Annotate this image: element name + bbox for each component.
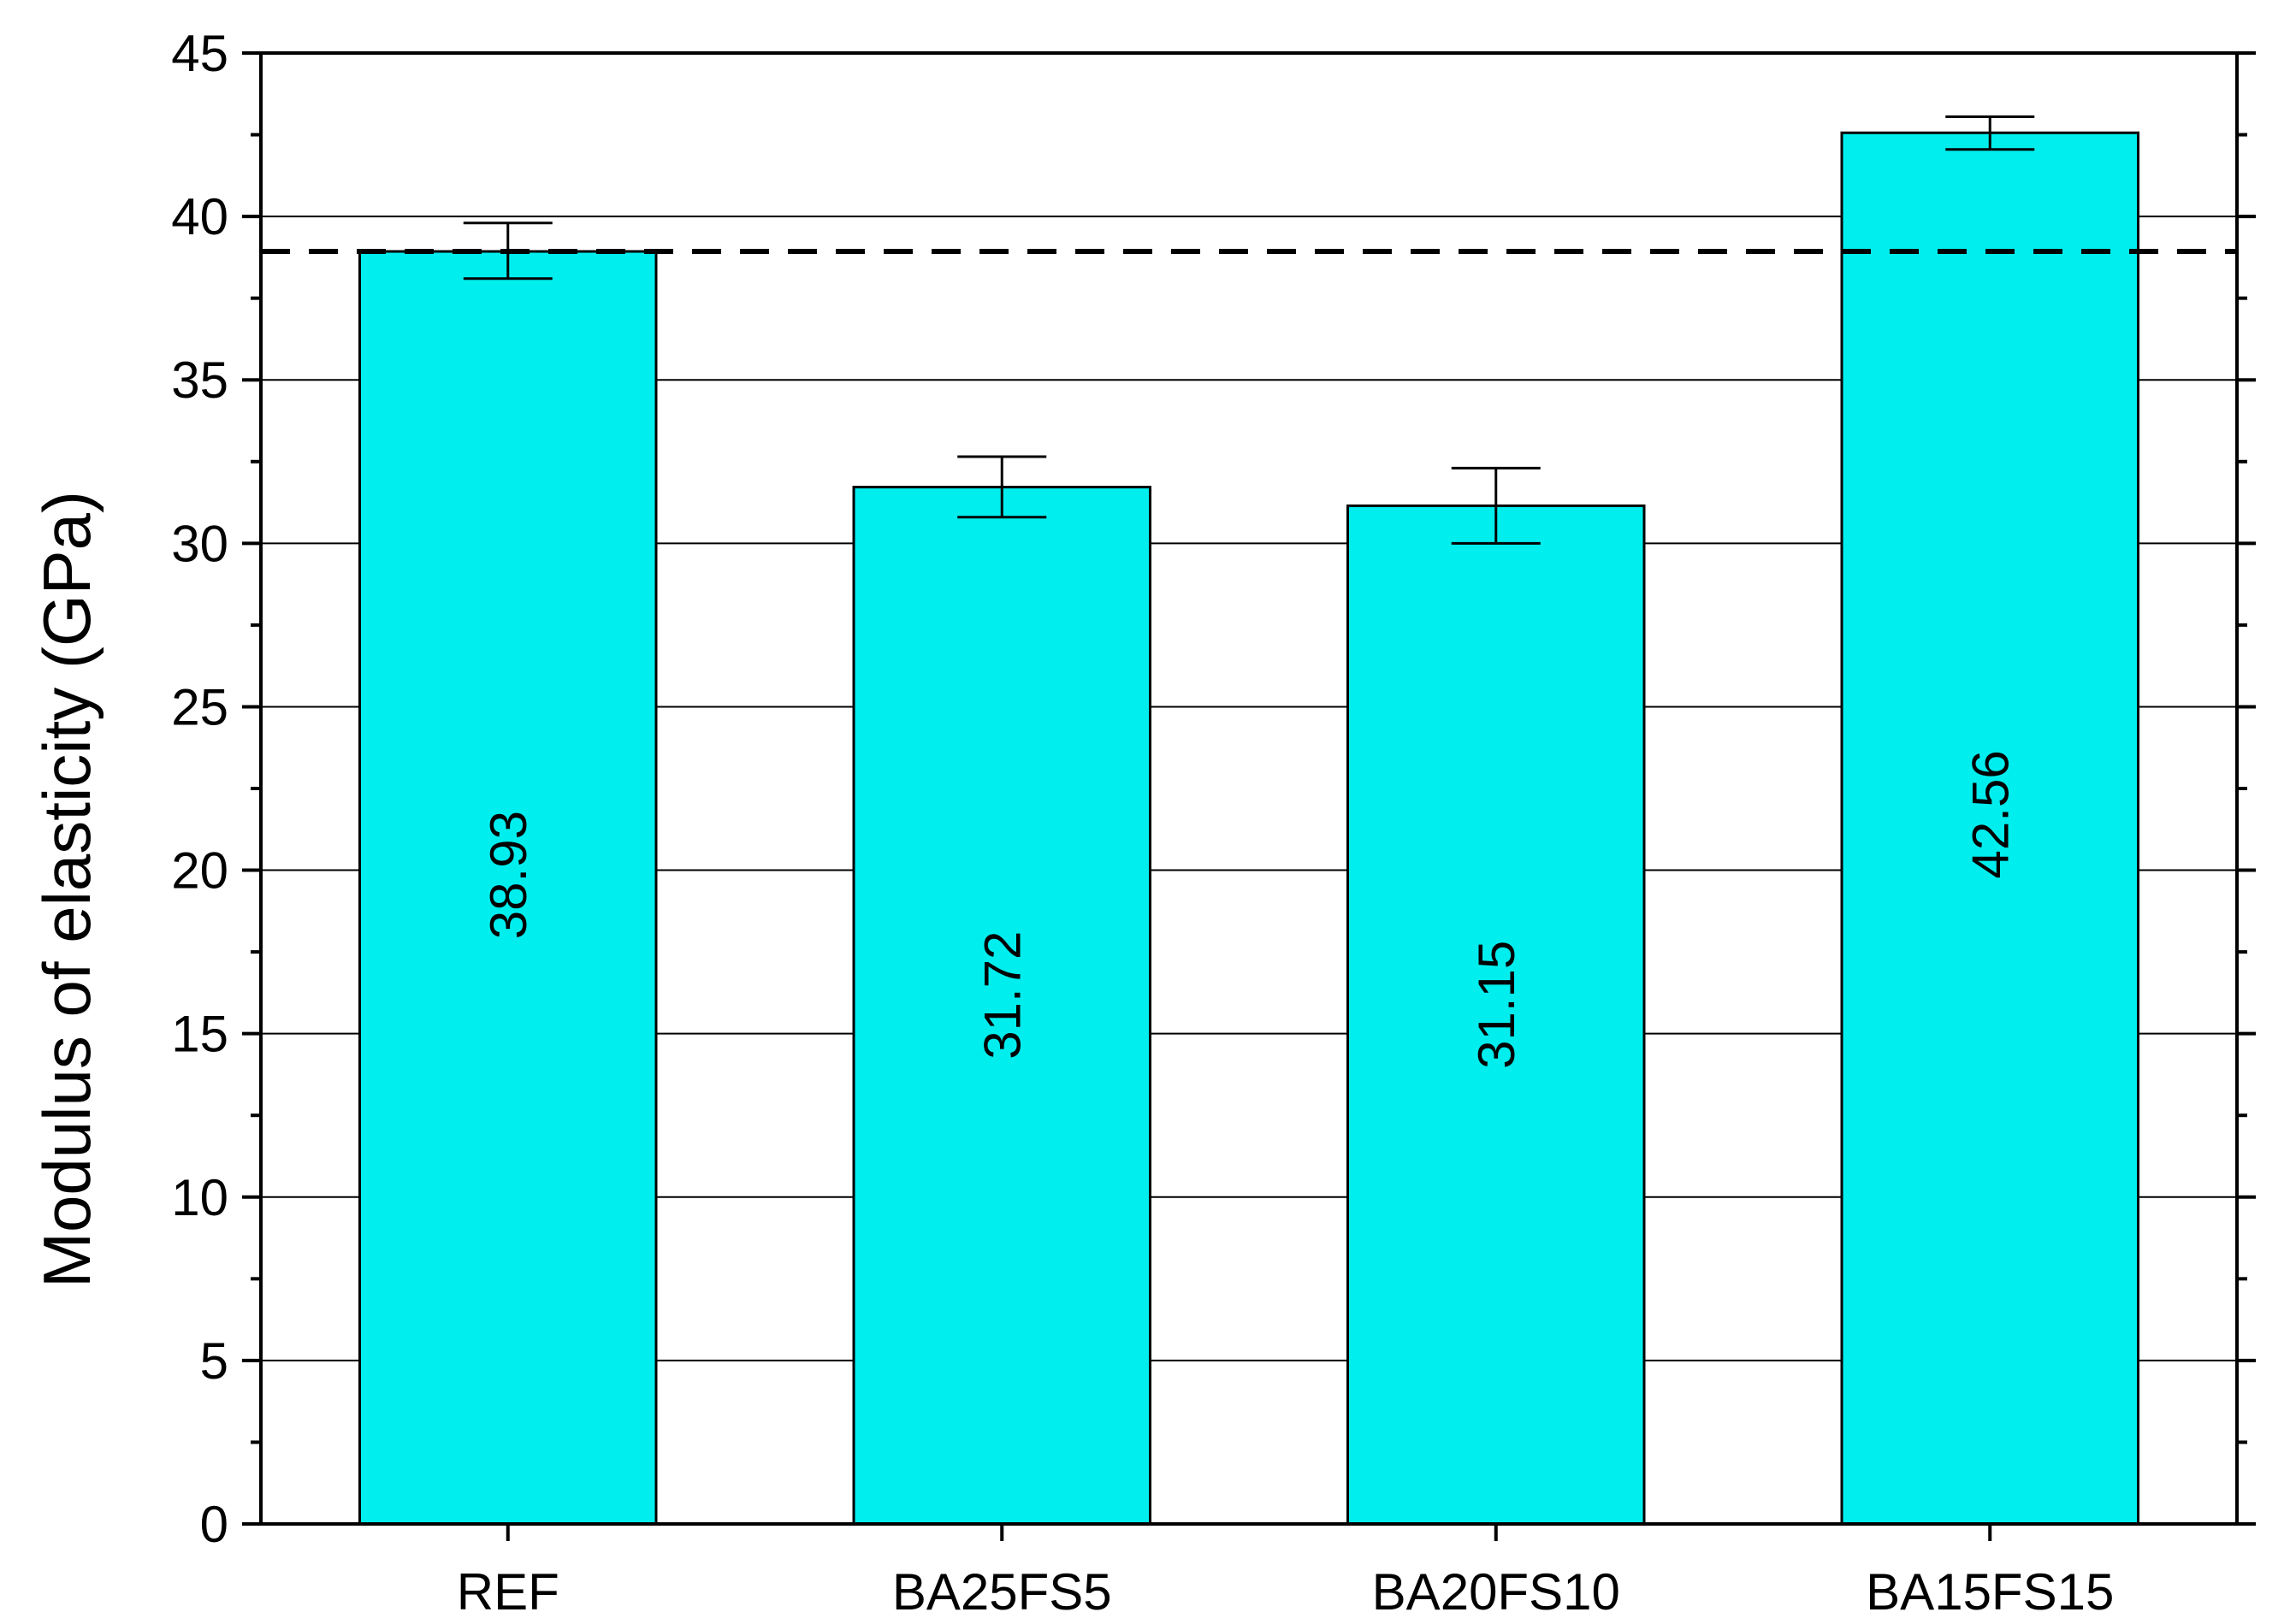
y-tick-label: 5 bbox=[200, 1332, 228, 1390]
y-tick-label: 0 bbox=[200, 1496, 228, 1553]
bar-ref bbox=[358, 250, 658, 1526]
bar-value-label: 31.15 bbox=[1468, 941, 1525, 1069]
error-bar bbox=[1945, 115, 2035, 151]
x-tick-label: BA20FS10 bbox=[1372, 1563, 1620, 1621]
y-tick-label: 15 bbox=[171, 1006, 228, 1063]
y-tick-label: 40 bbox=[171, 188, 228, 245]
axes bbox=[242, 51, 2256, 1541]
error-bar bbox=[957, 455, 1047, 519]
x-tick-label: REF bbox=[457, 1563, 559, 1621]
error-bars bbox=[463, 115, 2035, 545]
y-tick-label: 45 bbox=[171, 25, 228, 82]
y-tick-label: 35 bbox=[171, 351, 228, 409]
bar-value-label: 31.72 bbox=[973, 931, 1031, 1060]
bar-value-label: 38.93 bbox=[480, 811, 537, 939]
x-tick-label: BA25FS5 bbox=[892, 1563, 1112, 1621]
y-axis-title: Modulus of elasticity (GPa) bbox=[29, 491, 104, 1288]
bar-ba15fs15 bbox=[1840, 131, 2139, 1526]
bar-ba20fs10 bbox=[1346, 504, 1646, 1526]
bar-value-label: 42.56 bbox=[1962, 750, 2019, 878]
labels: 0 5 10 15 20 25 30 35 40 45 REF BA25FS5 BA20FS10 BA15… bbox=[171, 25, 2114, 1621]
y-tick-label: 20 bbox=[171, 842, 228, 900]
error-bar bbox=[1451, 466, 1541, 545]
y-tick-label: 10 bbox=[171, 1169, 228, 1226]
y-tick-label: 25 bbox=[171, 678, 228, 735]
bar-ba25fs5 bbox=[852, 486, 1151, 1526]
error-bar bbox=[463, 221, 553, 281]
x-tick-label: BA15FS15 bbox=[1866, 1563, 2114, 1621]
bars bbox=[358, 131, 2139, 1526]
y-tick-label: 30 bbox=[171, 515, 228, 572]
